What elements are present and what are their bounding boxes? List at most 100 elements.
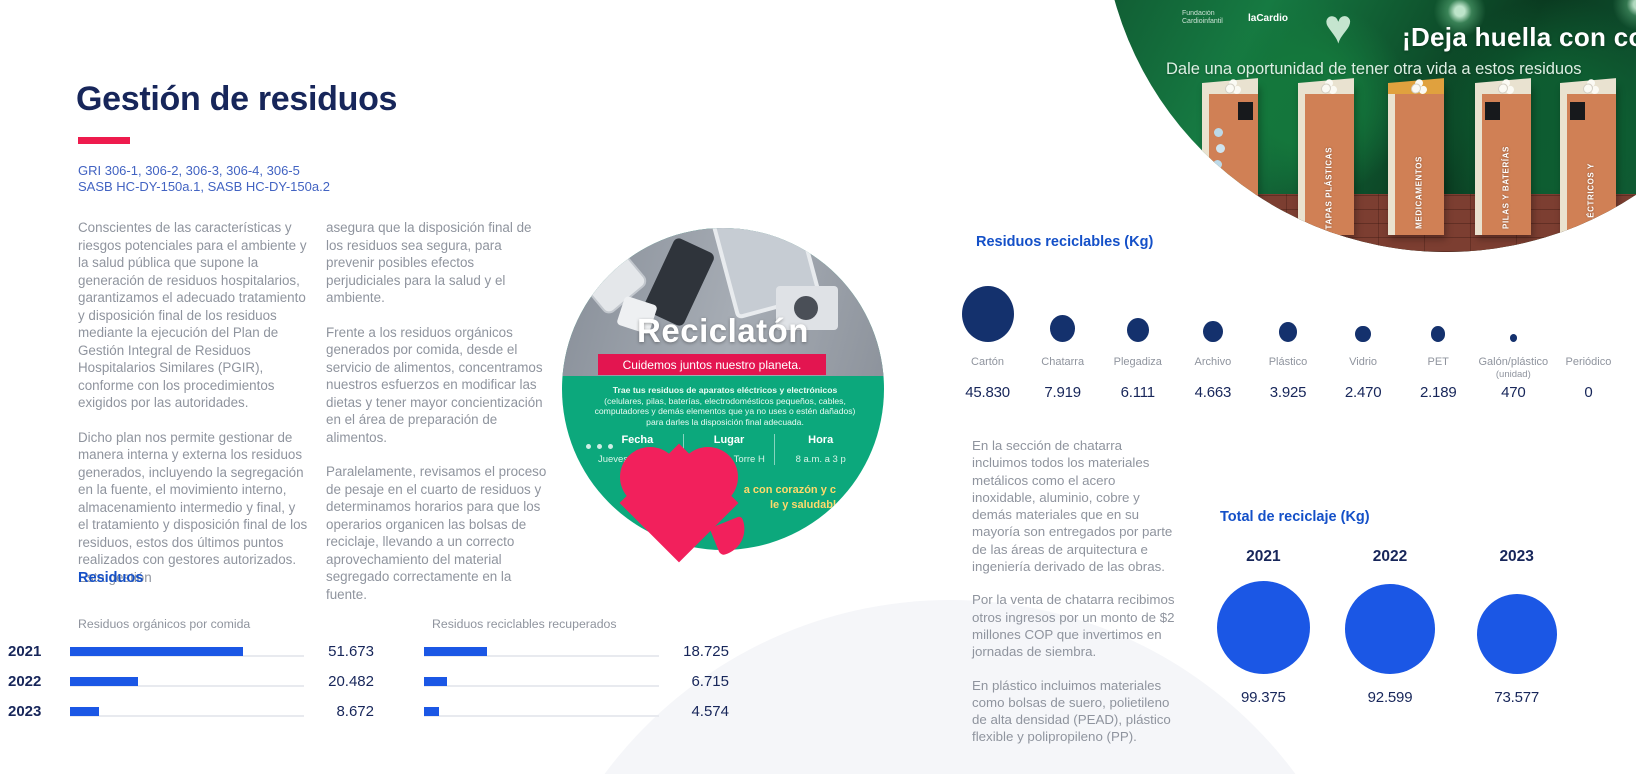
bar-value: 4.574: [691, 702, 729, 720]
bubble: [1509, 333, 1518, 342]
bubble-label-wrap: Plástico: [1269, 356, 1308, 382]
bin-label: ELÉCTRICOS Y: [1586, 162, 1596, 229]
bin-label: TAPAS PLÁSTICAS: [1324, 146, 1334, 229]
gri-standards: GRI 306-1, 306-2, 306-3, 306-4, 306-5: [78, 163, 300, 178]
bubble-column: PET 2.189: [1401, 282, 1476, 401]
bubble: [1345, 584, 1435, 674]
bubble-value: 470: [1501, 384, 1526, 401]
bubble: [1126, 317, 1149, 342]
bubble-value: 3.925: [1269, 384, 1307, 401]
bubble-column: Periódico 0: [1551, 282, 1626, 401]
sasb-standards: SASB HC-DY-150a.1, SASB HC-DY-150a.2: [78, 179, 330, 194]
title-accent-bar: [78, 137, 130, 144]
paragraph: Frente a los residuos orgánicos generado…: [326, 324, 543, 445]
bin-body: [1202, 94, 1258, 235]
bar-chart-row: 2022 20.482 6.715: [0, 666, 770, 696]
bubble: [1050, 315, 1076, 342]
bubble-value: 45.830: [965, 384, 1010, 401]
totals-chart-title: Total de reciclaje (Kg): [1220, 509, 1370, 525]
bubble-category-label: PET: [1427, 356, 1449, 368]
reciclaton-body-bold: Trae tus residuos de aparatos eléctricos…: [612, 385, 838, 395]
bubble-category-label: Vidrio: [1349, 356, 1378, 368]
paragraph: Por la venta de chatarra recibimos otros…: [972, 592, 1175, 660]
carousel-dot: [597, 444, 602, 449]
bar-fill: [424, 707, 440, 716]
bar-year-label: 2021: [8, 642, 42, 660]
bubble-value: 2.189: [1419, 384, 1457, 401]
bar-fill: [70, 707, 99, 716]
bubble-column: Archivo 4.663: [1175, 282, 1250, 401]
bubble-column: Cartón 45.830: [950, 282, 1025, 401]
bar-year-label: 2023: [8, 702, 42, 720]
recycle-emblem-icon: [1583, 83, 1593, 94]
bar-value: 6.715: [691, 672, 729, 690]
bar-cell: [70, 645, 304, 657]
bubble-value: 0: [1584, 384, 1593, 401]
bar-value: 51.673: [328, 642, 374, 660]
carousel-dots: [586, 444, 613, 449]
bubble: [1355, 325, 1371, 342]
bubble-column: Chatarra 7.919: [1025, 282, 1100, 401]
electronics-photo: [562, 228, 884, 376]
bubble-area: [1216, 572, 1310, 674]
total-column: 2021 99.375: [1200, 548, 1327, 706]
paragraph: Conscientes de las características y rie…: [78, 220, 307, 410]
carousel-dot: [586, 444, 591, 449]
recycle-bin: TAPAS PLÁSTICAS: [1298, 78, 1354, 235]
recyclables-bubble-chart: Cartón 45.830 Chatarra 7.919 Plegadiza 6.111 A…: [950, 282, 1626, 401]
paragraph: En la sección de chatarra incluimos todo…: [972, 438, 1173, 575]
bin-body: ELÉCTRICOS Y: [1560, 94, 1616, 235]
bubble-label-wrap: PET: [1428, 356, 1449, 382]
chatarra-text: En la sección de chatarra incluimos todo…: [972, 437, 1180, 762]
bubble: [1216, 581, 1310, 674]
leaf-heart-icon: ♥: [1324, 1, 1353, 54]
totals-bubble-chart: 2021 99.375 2022 92.599 2023 73.577: [1200, 548, 1580, 706]
paragraph: Paralelamente, revisamos el proceso de p…: [326, 464, 547, 602]
recycle-emblem-icon: [1498, 83, 1508, 94]
bin-window: [1238, 102, 1253, 120]
bubble-column: Vidrio 2.470: [1326, 282, 1401, 401]
bar-cell: [424, 705, 659, 717]
recycle-emblem-icon: [1411, 83, 1421, 94]
bubble-column: Plegadiza 6.111: [1100, 282, 1175, 401]
recycle-bin: MEDICAMENTOS: [1388, 78, 1444, 235]
bubble-area: [1355, 282, 1371, 342]
schedule-hora: Hora 8 a.m. a 3 p: [774, 434, 866, 465]
bin-body: TAPAS PLÁSTICAS: [1298, 94, 1354, 235]
bubble-column: Galón/plástico (unidad) 470: [1476, 282, 1551, 401]
bubble-area: [961, 282, 1014, 342]
intro-column-1: Conscientes de las características y rie…: [78, 219, 308, 620]
bar-cell: [424, 645, 659, 657]
bar-year-label: 2022: [8, 672, 42, 690]
bar-track: [424, 715, 659, 717]
heart-icon: [619, 443, 753, 563]
bar-track: [424, 685, 659, 687]
bin-label: MEDICAMENTOS: [1414, 156, 1424, 229]
paragraph: En plástico incluimos materiales como bo…: [972, 677, 1171, 745]
total-year-label: 2021: [1246, 548, 1281, 565]
bar-cell: [70, 705, 304, 717]
bubble-category-label: Galón/plástico: [1478, 356, 1549, 368]
bar-cell: [424, 675, 659, 687]
bin-window: [1485, 102, 1500, 120]
residuos-section-title: Residuos: [78, 570, 144, 586]
bubble-category-label: Plegadiza: [1113, 356, 1162, 368]
bubble-category-label: Plástico: [1268, 356, 1308, 368]
reciclaton-banner: Cuidemos juntos nuestro planeta.: [598, 354, 826, 375]
bubble: [1278, 322, 1298, 342]
bubble-area: [1202, 282, 1223, 342]
bar-chart-row: 2023 8.672 4.574: [0, 696, 770, 726]
total-year-label: 2022: [1372, 548, 1408, 565]
bubble: [1476, 593, 1557, 674]
bubble-value: 4.663: [1194, 384, 1232, 401]
bar-value: 20.482: [328, 672, 374, 690]
reciclaton-body: Trae tus residuos de aparatos eléctricos…: [588, 385, 862, 427]
bar-track: [70, 715, 304, 717]
bar-value: 18.725: [683, 642, 729, 660]
bubble-area: [1278, 282, 1298, 342]
hero-photo-circle: Fundación Cardioinfantil laCardio ♥ ¡Dej…: [1102, 0, 1636, 252]
bubble-label-wrap: Vidrio: [1349, 356, 1377, 382]
bubble-category-label: Cartón: [971, 356, 1005, 368]
bubble-category-sublabel: (unidad): [1495, 369, 1531, 380]
